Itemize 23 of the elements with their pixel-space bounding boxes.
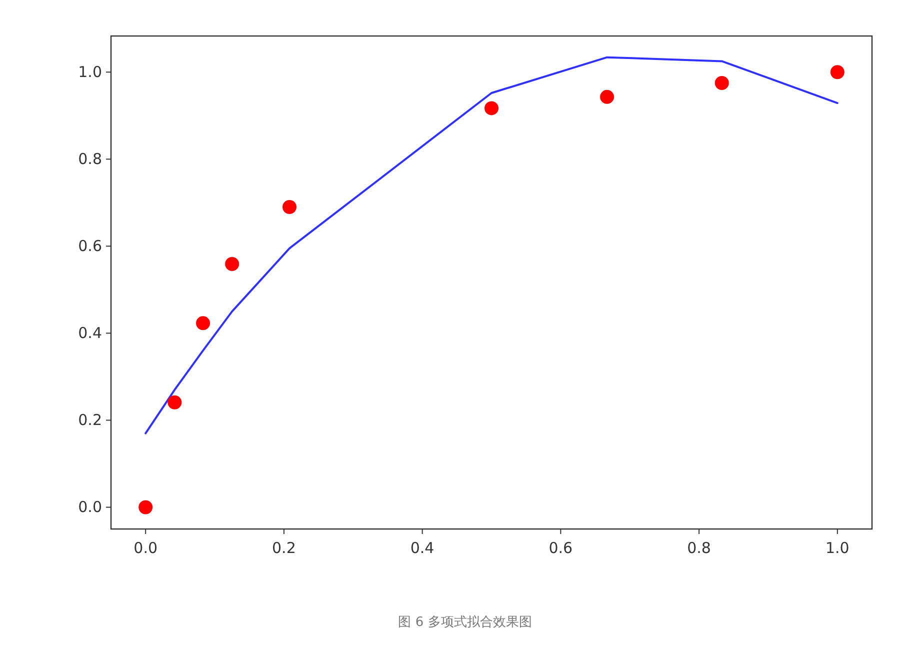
y-tick-label: 0.6 [78, 237, 102, 256]
y-tick-label: 1.0 [78, 63, 102, 82]
point [225, 257, 240, 272]
x-tick-label: 1.0 [825, 539, 850, 557]
y-tick-label: 0.0 [78, 498, 102, 516]
point [600, 90, 614, 104]
x-tick-label: 0.0 [134, 539, 158, 557]
x-tick-label: 0.4 [410, 539, 434, 557]
point [168, 395, 182, 410]
point [830, 65, 844, 80]
point [484, 101, 498, 116]
x-tick-label: 0.2 [272, 539, 296, 557]
point [282, 200, 296, 214]
x-tick-label: 0.8 [687, 539, 711, 557]
caption: 图 6 多项式拟合效果图 [398, 615, 532, 630]
y-tick-label: 0.2 [78, 411, 102, 430]
x-tick-label: 0.6 [548, 539, 573, 557]
y-tick-label: 0.4 [78, 324, 102, 342]
line-series [144, 56, 838, 434]
point [196, 316, 210, 330]
point [138, 500, 153, 514]
y-tick-label: 0.8 [78, 150, 102, 168]
point [714, 76, 729, 90]
